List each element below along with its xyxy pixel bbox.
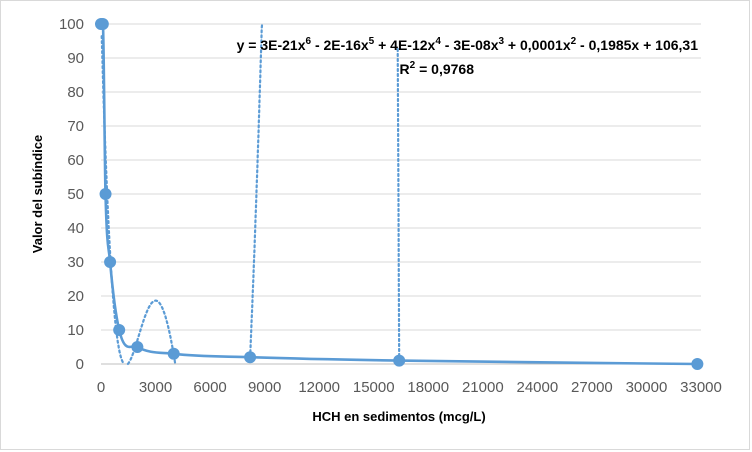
- y-axis-ticks: 0 10 20 30 40 50 60 70 80 90 100: [59, 16, 84, 373]
- gridlines: [101, 23, 701, 331]
- x-tick-label: 33000: [680, 379, 722, 396]
- x-tick-label: 6000: [193, 379, 226, 396]
- y-tick-label: 70: [67, 118, 84, 135]
- x-tick-label: 18000: [407, 379, 449, 396]
- y-tick-label: 30: [67, 254, 84, 271]
- data-point: [96, 18, 109, 30]
- y-tick-label: 50: [67, 186, 84, 203]
- x-axis-title: HCH en sedimentos (mcg/L): [312, 409, 485, 424]
- y-axis-title: Valor del subíndice: [30, 135, 45, 253]
- trendline-segment: [396, 47, 401, 366]
- x-tick-label: 9000: [248, 379, 281, 396]
- data-point: [113, 324, 126, 336]
- y-tick-label: 90: [67, 50, 84, 67]
- x-axis-ticks: 0 3000 6000 9000 12000 15000 18000 21000 24000 27…: [97, 379, 722, 396]
- data-point: [167, 347, 180, 360]
- y-tick-label: 80: [67, 84, 84, 101]
- x-tick-label: 3000: [139, 379, 172, 396]
- r-squared-label: R2 = 0,9768: [400, 60, 475, 77]
- trendline-segment: [249, 22, 264, 359]
- data-point: [104, 256, 117, 268]
- x-tick-label: 30000: [626, 379, 668, 396]
- y-tick-label: 40: [67, 220, 84, 237]
- y-tick-label: 0: [76, 356, 84, 373]
- data-point: [393, 354, 406, 367]
- x-tick-label: 27000: [571, 379, 613, 396]
- y-tick-label: 10: [67, 322, 84, 339]
- y-tick-label: 20: [67, 288, 84, 305]
- y-tick-label: 100: [59, 16, 84, 33]
- x-tick-label: 21000: [462, 379, 504, 396]
- marker-layer: [95, 18, 704, 370]
- trendline-equation: y = 3E-21x6 - 2E-16x5 + 4E-12x4 - 3E-08x…: [237, 36, 699, 53]
- y-tick-label: 60: [67, 152, 84, 169]
- data-point: [131, 341, 144, 353]
- data-point: [99, 188, 112, 200]
- x-tick-label: 24000: [517, 379, 559, 396]
- x-tick-label: 0: [97, 379, 105, 396]
- data-point: [691, 358, 704, 370]
- data-point: [244, 351, 257, 364]
- x-tick-label: 12000: [298, 379, 340, 396]
- x-tick-label: 15000: [353, 379, 395, 396]
